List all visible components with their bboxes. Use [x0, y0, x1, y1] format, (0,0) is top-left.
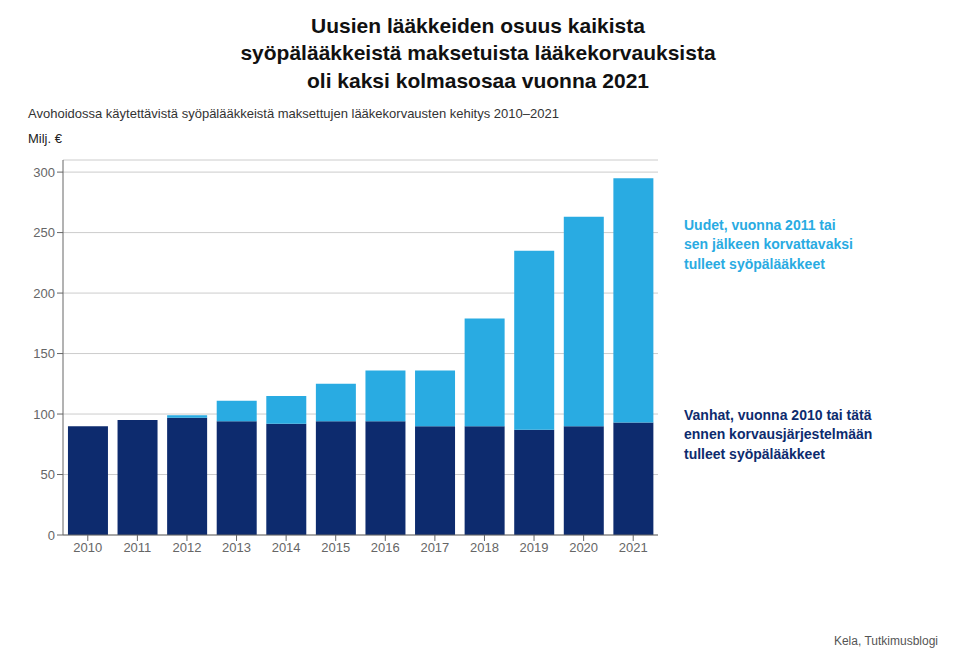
html-text:Kela, Tutkimusblogi: Kela, Tutkimusblogi	[833, 634, 938, 648]
svg-text:300: 300	[33, 165, 55, 180]
svg-text:2021: 2021	[619, 540, 648, 555]
svg-text:150: 150	[33, 346, 55, 361]
svg-text:100: 100	[33, 407, 55, 422]
html-text:Uudet, vuonna 2011 tai sen jäl: Uudet, vuonna 2011 tai sen jälkeen korva…	[684, 216, 853, 272]
svg-text:2012: 2012	[172, 540, 201, 555]
svg-text:250: 250	[33, 225, 55, 240]
svg-text:2016: 2016	[371, 540, 400, 555]
svg-text:2013: 2013	[222, 540, 251, 555]
svg-text:2017: 2017	[420, 540, 449, 555]
svg-text:2019: 2019	[520, 540, 549, 555]
svg-text:200: 200	[33, 286, 55, 301]
svg-text:0: 0	[48, 528, 55, 543]
svg-text:2020: 2020	[569, 540, 598, 555]
html-text:Uusien lääkkeiden osuus kaikis: Uusien lääkkeiden osuus kaikista syöpälä…	[240, 14, 716, 92]
html-text:Milj. €: Milj. €	[28, 130, 62, 146]
svg-text:2014: 2014	[272, 540, 301, 555]
svg-text:2011: 2011	[123, 540, 151, 555]
html-text:Vanhat, vuonna 2010 tai tätä e: Vanhat, vuonna 2010 tai tätä ennen korva…	[684, 406, 873, 462]
svg-text:50: 50	[41, 467, 55, 482]
html-text:Avohoidossa käytettävistä syöp: Avohoidossa käytettävistä syöpälääkkeist…	[28, 105, 559, 121]
svg-text:2015: 2015	[321, 540, 350, 555]
svg-text:2010: 2010	[73, 540, 102, 555]
svg-text:2018: 2018	[470, 540, 499, 555]
